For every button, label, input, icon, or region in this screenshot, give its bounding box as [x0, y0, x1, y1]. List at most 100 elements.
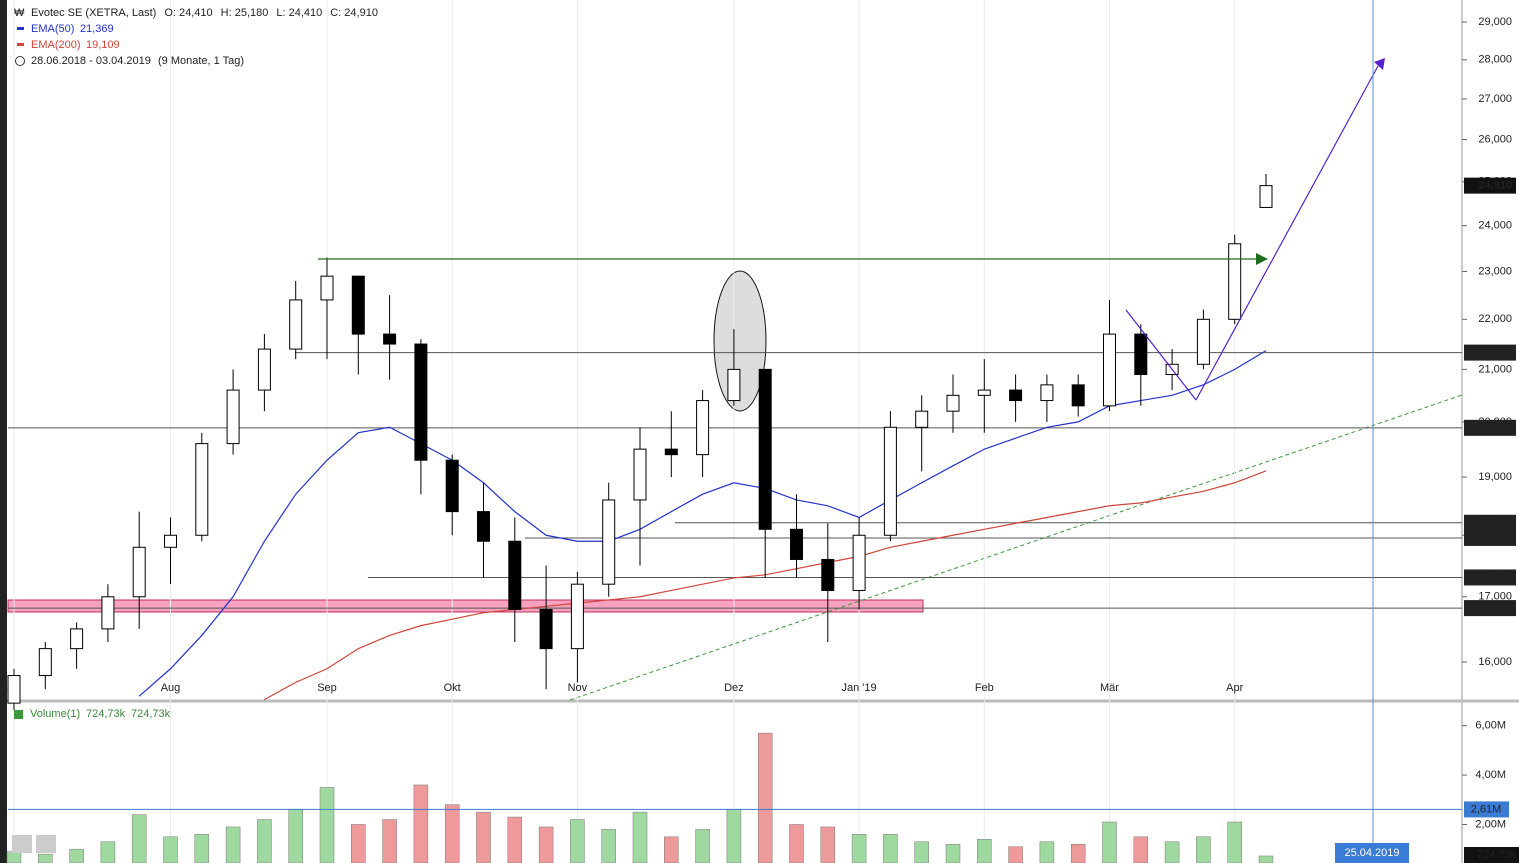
volume-bar [757, 732, 773, 863]
legend-swatch [17, 43, 24, 46]
target-line [1195, 65, 1379, 401]
date-badge [1335, 843, 1409, 863]
candle-body [915, 410, 929, 428]
arrow-head [1374, 58, 1385, 70]
candle-body [1040, 384, 1054, 402]
volume-bar [6, 851, 22, 863]
legend-entry: EMA(200) [31, 39, 81, 51]
y-tick-label: 17,000 [1478, 591, 1512, 603]
volume-bar [538, 826, 554, 863]
price-label: 24,910 [1478, 180, 1512, 192]
ema-line [138, 350, 1267, 697]
y-tick-label: 26,000 [1478, 133, 1512, 145]
volume-bar [789, 824, 804, 863]
trend-line [569, 394, 1463, 701]
candle-body [946, 394, 960, 412]
volume-bar [507, 816, 523, 863]
volume-bar [444, 804, 460, 863]
highlight-ellipse [713, 270, 767, 412]
header: ₩ Evotec SE (XETRA, Last) EMA(50) 21,369… [14, 7, 244, 720]
chart-title: Evotec SE (XETRA, Last) [31, 7, 156, 19]
candle-body [1071, 384, 1085, 407]
volume-title: Volume(1) [30, 708, 80, 720]
volume-bar [1227, 821, 1242, 863]
period-note: (9 Monate, 1 Tag) [158, 55, 244, 67]
level-badge [1464, 600, 1516, 617]
y-tick-label: 2,00M [1475, 818, 1506, 830]
wedge-line [1125, 309, 1197, 401]
candle-body [164, 534, 177, 548]
level-badge [1464, 514, 1516, 531]
level-badge [1464, 569, 1516, 586]
volume-bar [131, 814, 147, 863]
x-tick-label: Dez [724, 682, 744, 694]
volume-bar [413, 784, 429, 863]
candle-body [633, 448, 647, 501]
x-tick-label: Apr [1226, 682, 1243, 694]
x-tick-label: Mär [1100, 682, 1119, 694]
candle-body [508, 540, 522, 611]
candle-body [226, 389, 240, 445]
scroll-button[interactable] [12, 835, 32, 853]
level-badge [1464, 419, 1516, 436]
candle-body [1228, 243, 1242, 320]
y-tick-label: 22,000 [1478, 313, 1512, 325]
volume-value: 724,73k [86, 708, 126, 720]
price-badge [1464, 177, 1516, 194]
volume-bar [38, 853, 53, 863]
level-label: 21,330 [1478, 347, 1512, 359]
volume-bar [632, 811, 648, 863]
left-edge [0, 0, 7, 863]
candle-body [289, 299, 303, 350]
candle-body [414, 343, 428, 461]
volume-bar [914, 841, 929, 863]
candle-body [1009, 389, 1023, 402]
drawings-under [7, 270, 1463, 701]
ohlc-value: C: 24,910 [330, 7, 378, 19]
volume-bar [883, 834, 898, 863]
menu-button[interactable] [36, 835, 56, 853]
level-badge [1464, 344, 1516, 361]
icon: ₩ [14, 7, 25, 19]
clock-icon [15, 56, 25, 66]
level-label: 19,890 [1478, 422, 1512, 434]
volume-bar [1070, 843, 1086, 863]
volume-bar [820, 826, 836, 863]
volume-icon [14, 710, 23, 719]
volume-bar [476, 811, 491, 863]
candle-body [977, 389, 991, 396]
legend-value: 21,369 [80, 23, 114, 35]
x-tick-label: Feb [975, 682, 994, 694]
candle-body [852, 534, 866, 591]
candle-body [758, 368, 772, 530]
volume-bar [726, 809, 742, 863]
volume-bar [695, 829, 710, 863]
level-badge [1464, 529, 1516, 546]
level-label: 17,955 [1478, 532, 1512, 544]
volume-bar [945, 843, 961, 863]
legend-value: 19,109 [86, 39, 120, 51]
candle-body [257, 348, 271, 391]
volume-bar [319, 787, 335, 863]
candle-body [132, 546, 146, 598]
candle-body [1103, 333, 1116, 407]
cursor-date: 25.04.2019 [1344, 847, 1399, 859]
y-tick-label: 28,000 [1478, 54, 1512, 66]
ohlc-value: H: 25,180 [221, 7, 269, 19]
volume-bar [69, 848, 84, 863]
candle-body [883, 426, 897, 536]
candle-body [821, 558, 835, 591]
volume-bar [1258, 855, 1274, 863]
candle-body [1259, 185, 1273, 208]
y-tick-label: 19,000 [1478, 471, 1512, 483]
volume-value: 724,73k [131, 708, 171, 720]
candle-body [570, 583, 584, 650]
candle-body [1196, 318, 1210, 365]
volume-bar [1039, 841, 1055, 863]
volume-bar [1133, 836, 1149, 863]
legend-swatch [17, 27, 24, 30]
drawings-over [318, 0, 1385, 863]
volume-bar [225, 826, 241, 863]
level-label: 17,308 [1478, 571, 1512, 583]
candle-body [1134, 333, 1148, 376]
